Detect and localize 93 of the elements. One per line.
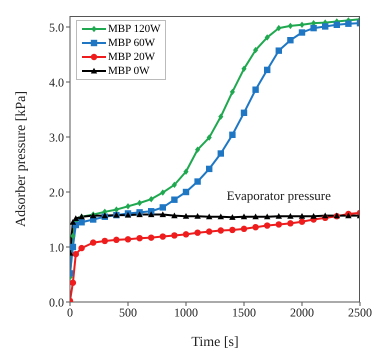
y-axis-title: Adsorber pressure [kPa]: [14, 90, 29, 228]
point: [218, 150, 224, 157]
point: [148, 196, 154, 202]
point: [287, 213, 294, 219]
point: [194, 213, 201, 219]
point: [70, 219, 76, 225]
point: [229, 226, 236, 234]
point: [182, 231, 190, 238]
point: [78, 244, 85, 252]
legend-label: MBP 120W: [108, 23, 160, 35]
y-tick-label: 5.0: [49, 20, 64, 34]
point: [240, 226, 248, 232]
annotation: Evaporator pressure: [226, 188, 331, 204]
point: [78, 219, 85, 226]
point: [206, 228, 212, 235]
y-tick-label: 4.0: [49, 75, 64, 90]
legend-label: MBP 0W: [108, 65, 150, 77]
point: [171, 232, 178, 239]
point: [172, 182, 177, 188]
point: [70, 232, 76, 240]
point: [322, 23, 328, 30]
point: [276, 213, 282, 219]
point: [298, 213, 306, 219]
point: [240, 110, 248, 116]
point: [195, 146, 200, 153]
point: [288, 22, 293, 30]
point: [218, 227, 224, 234]
x-tick-label: 0: [67, 306, 73, 320]
point: [160, 233, 166, 240]
point: [287, 37, 294, 44]
point: [252, 224, 259, 230]
point: [194, 230, 201, 236]
point: [264, 222, 270, 229]
point: [206, 214, 212, 220]
point: [102, 238, 108, 244]
legend-label: MBP 60W: [108, 37, 155, 49]
point: [310, 24, 317, 32]
point: [334, 22, 340, 28]
point: [148, 234, 154, 241]
point: [72, 250, 79, 258]
point: [252, 86, 259, 93]
y-tick-label: 3.0: [49, 130, 64, 144]
point: [160, 211, 166, 218]
point: [125, 203, 131, 210]
point: [160, 189, 166, 196]
point: [136, 235, 143, 242]
point: [276, 221, 282, 228]
point: [298, 218, 306, 225]
x-tick-label: 500: [119, 306, 137, 320]
point: [171, 196, 178, 203]
point: [252, 214, 259, 220]
point: [229, 214, 236, 220]
x-tick-label: 2500: [348, 306, 372, 320]
point: [310, 213, 317, 219]
point: [171, 212, 178, 218]
point: [264, 34, 270, 41]
point: [72, 215, 79, 221]
point: [148, 211, 154, 218]
x-tick-label: 2000: [290, 306, 314, 320]
legend-label: MBP 20W: [108, 51, 155, 63]
point: [218, 113, 224, 120]
point: [182, 213, 190, 219]
point: [206, 166, 212, 172]
point: [264, 66, 270, 74]
y-tick-label: 2.0: [49, 185, 64, 200]
x-tick-label: 1000: [174, 306, 198, 320]
point: [206, 134, 212, 141]
point: [287, 220, 294, 227]
point: [276, 47, 282, 54]
x-axis-title: Time [s]: [191, 335, 239, 350]
point: [241, 66, 247, 72]
point: [90, 239, 96, 246]
y-tick-label: 1.0: [49, 240, 64, 254]
point: [114, 206, 119, 213]
point: [70, 244, 76, 250]
point: [183, 168, 189, 175]
point: [276, 24, 282, 32]
point: [230, 88, 235, 96]
point: [70, 280, 76, 286]
y-tick-label: 0.0: [49, 295, 64, 310]
point: [137, 200, 142, 206]
point: [322, 212, 328, 218]
point: [218, 214, 224, 220]
point: [124, 236, 132, 242]
point: [194, 178, 201, 185]
point: [240, 214, 248, 220]
point: [229, 132, 236, 138]
point: [113, 236, 120, 244]
point: [345, 20, 352, 27]
point: [264, 214, 270, 220]
x-tick-label: 1500: [232, 306, 256, 320]
point: [253, 46, 258, 54]
point: [160, 204, 166, 211]
